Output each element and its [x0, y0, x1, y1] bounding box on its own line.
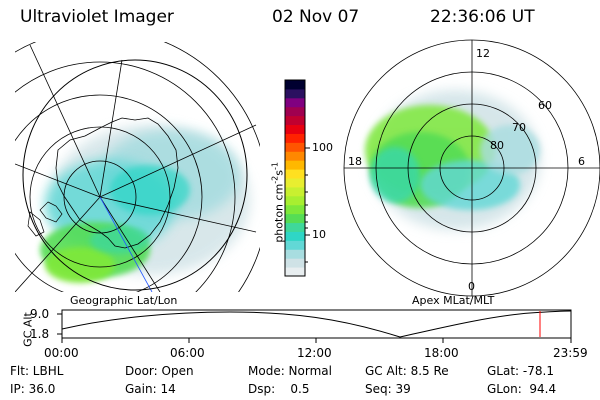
header-time: 22:36:06 UT [430, 7, 535, 27]
timeline-xtick-2: 12:00 [297, 346, 332, 360]
colorbar-strip [285, 249, 305, 259]
mlt-label-18: 18 [348, 155, 362, 168]
timeline-frame [61, 309, 572, 339]
info-glon: GLon: 94.4 [487, 382, 557, 396]
info-seq: Seq: 39 [365, 382, 411, 396]
info-mode: Mode: Normal [248, 364, 332, 378]
colorbar-tick-label-100: 100 [312, 141, 333, 154]
info-dsp: Dsp: 0.5 [248, 382, 310, 396]
timeline-xtick-4: 23:59 [553, 346, 588, 360]
timeline-xtick-1: 06:00 [170, 346, 205, 360]
colorbar-strip [285, 106, 305, 117]
left-aurora [40, 125, 250, 283]
info-door: Door: Open [125, 364, 194, 378]
antarctica-coastline [55, 117, 179, 249]
colorbar-strip [285, 178, 305, 188]
colorbar-strip [285, 151, 305, 161]
colorbar-strip [285, 160, 305, 170]
mlt-label-0: 0 [468, 280, 475, 293]
colorbar-strip [285, 267, 305, 277]
info-ip: IP: 36.0 [10, 382, 56, 396]
header-title: Ultraviolet Imager [20, 7, 174, 27]
colorbar-strip [285, 186, 305, 197]
colorbar-strip [285, 169, 305, 179]
geographic-meridians [15, 44, 257, 292]
lat-label-70: 70 [512, 121, 526, 134]
colorbar-strip [285, 195, 305, 206]
colorbar-strip [285, 258, 305, 268]
colorbar-strip [285, 88, 305, 99]
colorbar-frame [284, 79, 306, 277]
timeline-ytick-9: 9.0 [30, 307, 50, 321]
mlt-label-12: 12 [476, 47, 490, 60]
timeline-xtick-0: 00:00 [44, 346, 79, 360]
view-horizon [22, 59, 248, 291]
colorbar-label: photon cm-2s-1 [270, 162, 286, 243]
colorbar-strip [285, 213, 305, 224]
colorbar-strip [285, 80, 305, 90]
apex-map [343, 39, 600, 297]
info-filter: Flt: LBHL [10, 364, 64, 378]
geographic-lat-circles [15, 42, 260, 292]
colorbar-strip [285, 222, 305, 232]
colorbar-tick-label-10: 10 [312, 228, 326, 241]
colorbar-strip [285, 231, 305, 241]
colorbar-strip [285, 124, 305, 134]
terminator-line [99, 196, 153, 292]
colorbar [285, 80, 305, 277]
colorbar-strip [285, 142, 305, 152]
info-gc-alt: GC Alt: 8.5 Re [365, 364, 449, 378]
right-panel-caption: Apex MLat/MLT [412, 294, 495, 307]
timeline-ytick-1-8: 1.8 [30, 327, 50, 341]
header-date: 02 Nov 07 [272, 7, 360, 27]
mlt-label-6: 6 [578, 155, 585, 168]
info-gain: Gain: 14 [125, 382, 176, 396]
colorbar-strip [285, 204, 305, 215]
colorbar-strip [285, 240, 305, 250]
gc-alt-curve [61, 310, 572, 338]
timeline-xtick-3: 18:00 [424, 346, 459, 360]
colorbar-strip [285, 115, 305, 126]
geographic-map [15, 42, 260, 292]
lat-label-60: 60 [538, 99, 552, 112]
apex-grid [343, 39, 600, 297]
info-glat: GLat: -78.1 [487, 364, 554, 378]
colorbar-strip [285, 97, 305, 108]
left-panel-caption: Geographic Lat/Lon [70, 294, 178, 307]
colorbar-strip [285, 133, 305, 143]
lat-label-80: 80 [490, 139, 504, 152]
